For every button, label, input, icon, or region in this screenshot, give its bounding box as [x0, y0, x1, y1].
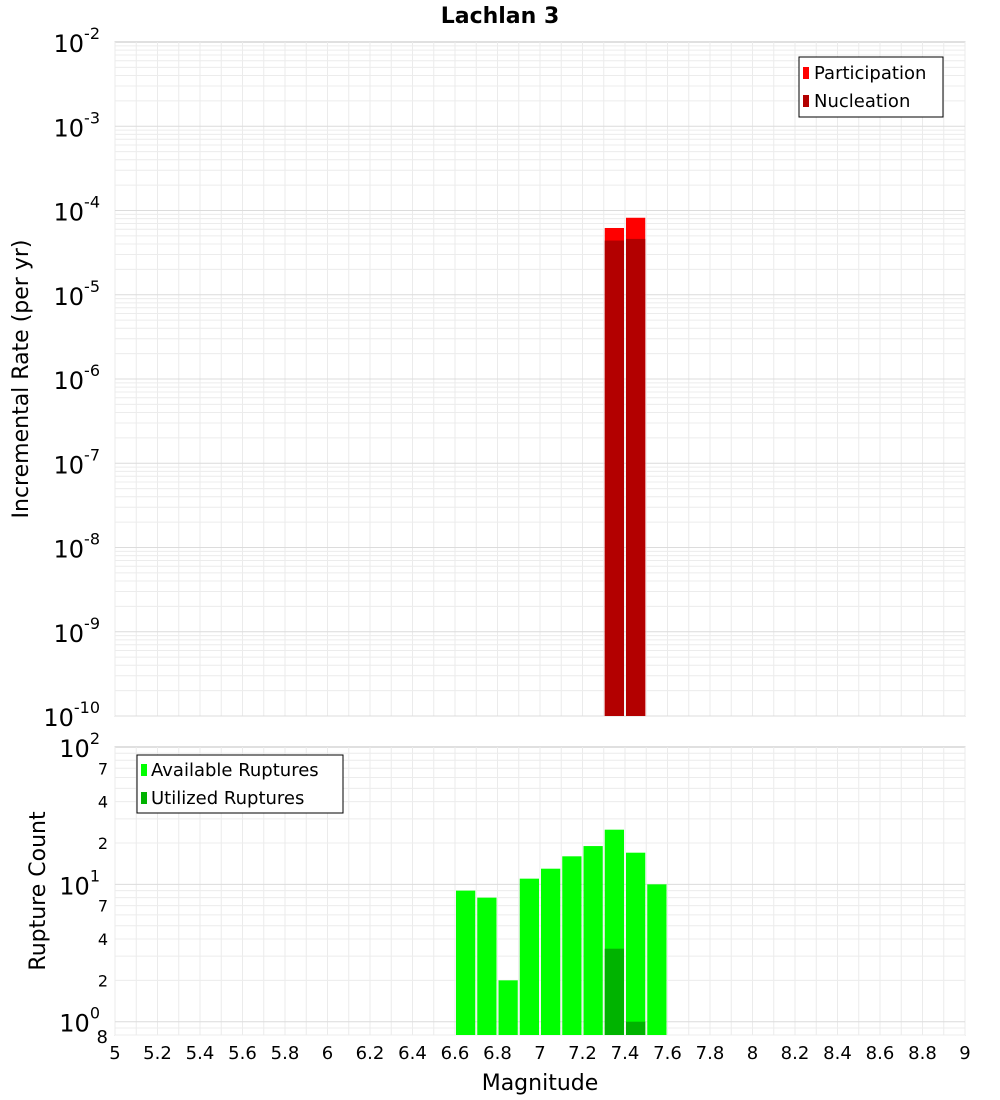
bar-available-ruptures [456, 890, 476, 1035]
bar-available-ruptures [477, 897, 497, 1035]
x-tick-label: 8.2 [781, 1043, 810, 1064]
chart-title: Lachlan 3 [441, 4, 560, 29]
x-tick-label: 7.6 [653, 1043, 682, 1064]
x-tick-label: 8.8 [908, 1043, 937, 1064]
bar-available-ruptures [498, 980, 518, 1035]
x-tick-label: 5.4 [186, 1043, 215, 1064]
y-tick-label: 10-8 [54, 530, 101, 564]
bar-available-ruptures [519, 878, 539, 1035]
x-tick-label: 7.2 [568, 1043, 597, 1064]
legend-label-nucleation: Nucleation [814, 91, 910, 112]
x-tick-label: 6.8 [483, 1043, 512, 1064]
bottom-bars [456, 829, 667, 1035]
bar-available-ruptures [626, 852, 646, 1035]
top-legend: Participation Nucleation [798, 56, 944, 118]
legend-label-participation: Participation [814, 63, 926, 84]
y-minor-tick-label: 4 [98, 793, 108, 812]
x-tick-label: 8.6 [866, 1043, 895, 1064]
legend-swatch-available [141, 764, 147, 776]
x-tick-label: 5.8 [271, 1043, 300, 1064]
bar-available-ruptures [583, 846, 603, 1035]
legend-label-utilized: Utilized Ruptures [151, 788, 304, 809]
y-minor-tick-label: 2 [98, 834, 108, 853]
y-tick-label: 10-3 [54, 108, 101, 142]
y-tick-label: 10-10 [43, 698, 100, 732]
x-tick-label: 5.2 [143, 1043, 172, 1064]
y-tick-label: 100 [59, 1004, 100, 1038]
x-axis-label: Magnitude [482, 1071, 599, 1096]
legend-swatch-nucleation [803, 95, 809, 107]
y-tick-label: 10-2 [54, 24, 101, 58]
x-tick-label: 6 [322, 1043, 333, 1064]
x-tick-label: 6.2 [356, 1043, 385, 1064]
top-grid [114, 42, 966, 717]
y-minor-tick-label: 4 [98, 930, 108, 949]
x-tick-label: 7 [534, 1043, 545, 1064]
legend-swatch-participation [803, 67, 809, 79]
y-minor-tick-label: 8 [97, 1027, 108, 1048]
y-minor-tick-label: 7 [98, 759, 108, 778]
x-tick-label: 6.4 [398, 1043, 427, 1064]
top-y-tick-labels: 10-2 10-3 10-4 10-5 10-6 10-7 10-8 10-9 10-10 [43, 24, 100, 732]
y-tick-label: 10-5 [54, 277, 101, 311]
x-tick-labels: 5 5.2 5.4 5.6 5.8 6 6.2 6.4 6.6 6.8 7 7.2 7.4 7.6 7.8 8… [109, 1043, 970, 1064]
x-tick-label: 9 [959, 1043, 970, 1064]
x-tick-label: 8 [747, 1043, 758, 1064]
y-tick-label: 102 [59, 729, 100, 763]
bottom-plot-panel: 102 101 100 7 4 2 7 4 2 8 5 5.2 5.4 5.6 5.8 6 6.2 6.4 6.6… [26, 729, 971, 1096]
bottom-legend: Available Ruptures Utilized Ruptures [136, 754, 344, 814]
x-tick-label: 6.6 [441, 1043, 470, 1064]
top-plot-panel: 10-2 10-3 10-4 10-5 10-6 10-7 10-8 10-9 10-10 In… [9, 24, 966, 732]
x-tick-label: 5 [109, 1043, 120, 1064]
x-tick-label: 7.8 [696, 1043, 725, 1064]
y-minor-tick-label: 7 [98, 897, 108, 916]
y-tick-label: 10-9 [54, 614, 101, 648]
bar-available-ruptures [541, 868, 561, 1035]
x-tick-label: 8.4 [823, 1043, 852, 1064]
legend-swatch-utilized [141, 792, 147, 804]
bar-available-ruptures [647, 884, 667, 1035]
y-tick-label: 10-7 [54, 445, 101, 479]
x-tick-label: 5.6 [228, 1043, 257, 1064]
bottom-y-axis-label: Rupture Count [26, 811, 51, 971]
bar-nucleation [604, 240, 624, 716]
bar-available-ruptures [562, 856, 582, 1035]
bottom-y-tick-labels: 102 101 100 7 4 2 7 4 2 8 [59, 729, 108, 1048]
bar-nucleation [626, 238, 646, 716]
bar-utilized-ruptures [604, 948, 624, 1035]
y-minor-tick-label: 2 [98, 971, 108, 990]
y-tick-label: 101 [59, 866, 100, 900]
x-tick-label: 7.4 [611, 1043, 640, 1064]
y-tick-label: 10-6 [54, 361, 101, 395]
bar-utilized-ruptures [626, 1021, 646, 1035]
y-tick-label: 10-4 [54, 193, 101, 227]
top-bars [604, 217, 646, 717]
top-y-axis-label: Incremental Rate (per yr) [9, 240, 34, 519]
legend-label-available: Available Ruptures [151, 760, 319, 781]
